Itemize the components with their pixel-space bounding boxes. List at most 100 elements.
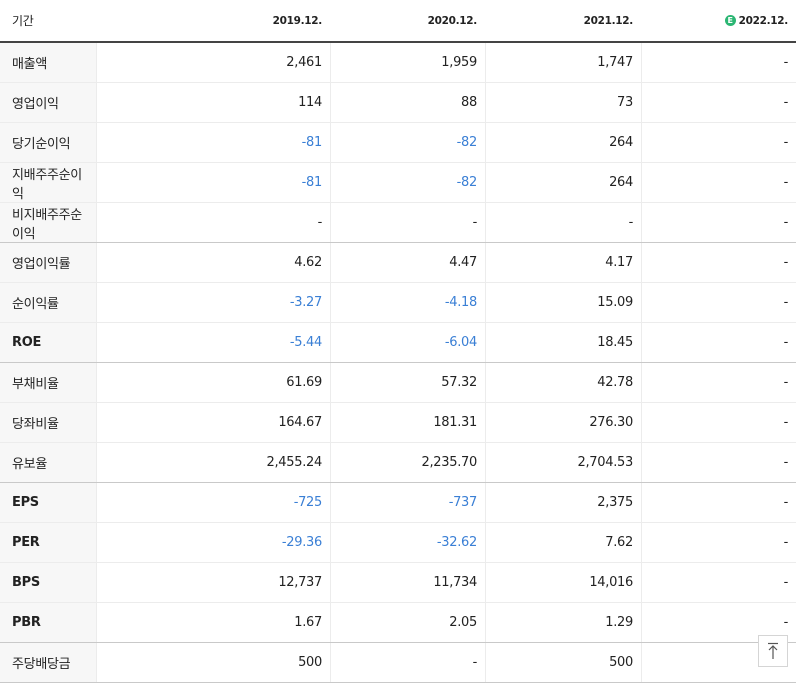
value-cell: -	[641, 363, 796, 402]
data-row: BPS 12,737 11,734 14,016-	[0, 563, 796, 603]
value-cell: -	[485, 203, 641, 242]
value-cell: -	[641, 163, 796, 202]
data-row: 당기순이익 -81 -82 264-	[0, 123, 796, 163]
value-cell: 18.45	[485, 323, 641, 362]
header-cell: 2021.12.	[485, 0, 641, 41]
value-cell: 14,016	[485, 563, 641, 602]
value-cell: 264	[485, 163, 641, 202]
value-cell: -82	[330, 123, 485, 162]
row-label: 영업이익률	[0, 243, 96, 282]
value-cell: -4.18	[330, 283, 485, 322]
value-cell: -	[641, 403, 796, 442]
value-cell: -	[96, 203, 330, 242]
value-cell: 1,747	[485, 43, 641, 82]
value-cell: -81	[96, 163, 330, 202]
data-row: PER -29.36 -32.62 7.62-	[0, 523, 796, 563]
value-cell: -	[641, 243, 796, 282]
row-label: 매출액	[0, 43, 96, 82]
row-label: 유보율	[0, 443, 96, 482]
value-cell: -	[330, 643, 485, 682]
value-cell: 500	[485, 643, 641, 682]
header-row: 기간 2019.12. 2020.12. 2021.12. E 2022.12.	[0, 0, 796, 43]
row-label: 당좌비율	[0, 403, 96, 442]
value-cell: 7.62	[485, 523, 641, 562]
row-label: PBR	[0, 603, 96, 642]
header-cell: E 2022.12.	[641, 0, 796, 41]
row-label: 지배주주순이익	[0, 163, 96, 202]
value-cell: 500	[96, 643, 330, 682]
value-cell: 73	[485, 83, 641, 122]
value-cell: 88	[330, 83, 485, 122]
value-cell: -	[641, 203, 796, 242]
scroll-top-button[interactable]	[758, 635, 788, 667]
value-cell: 1,959	[330, 43, 485, 82]
value-cell: -81	[96, 123, 330, 162]
value-cell: -3.27	[96, 283, 330, 322]
value-cell: -6.04	[330, 323, 485, 362]
data-row: ROE -5.44 -6.04 18.45-	[0, 323, 796, 363]
value-cell: 2.05	[330, 603, 485, 642]
value-cell: -	[641, 563, 796, 602]
data-row: 유보율 2,455.24 2,235.70 2,704.53-	[0, 443, 796, 483]
row-label: 영업이익	[0, 83, 96, 122]
period-label: 2022.12.	[738, 14, 789, 27]
row-label: BPS	[0, 563, 96, 602]
value-cell: 2,375	[485, 483, 641, 522]
value-cell: -	[641, 483, 796, 522]
value-cell: 2,704.53	[485, 443, 641, 482]
value-cell: -737	[330, 483, 485, 522]
data-row: 비지배주주순이익 - - - -	[0, 203, 796, 243]
value-cell: -	[641, 443, 796, 482]
row-label: 주당배당금	[0, 643, 96, 682]
value-cell: -	[641, 323, 796, 362]
value-cell: 2,461	[96, 43, 330, 82]
header-cell: 2020.12.	[330, 0, 485, 41]
value-cell: -5.44	[96, 323, 330, 362]
value-cell: 1.67	[96, 603, 330, 642]
row-label: 부채비율	[0, 363, 96, 402]
value-cell: 4.47	[330, 243, 485, 282]
header-cell: 2019.12.	[96, 0, 330, 41]
data-row: PBR 1.67 2.05 1.29-	[0, 603, 796, 643]
period-label: 2021.12.	[583, 14, 634, 27]
value-cell: 4.62	[96, 243, 330, 282]
value-cell: 1.29	[485, 603, 641, 642]
value-cell: 2,455.24	[96, 443, 330, 482]
row-label: 순이익률	[0, 283, 96, 322]
value-cell: -	[641, 123, 796, 162]
value-cell: 264	[485, 123, 641, 162]
value-cell: 15.09	[485, 283, 641, 322]
row-label: ROE	[0, 323, 96, 362]
data-row: 당좌비율 164.67 181.31 276.30-	[0, 403, 796, 443]
value-cell: -29.36	[96, 523, 330, 562]
row-label: EPS	[0, 483, 96, 522]
value-cell: -82	[330, 163, 485, 202]
row-label: 비지배주주순이익	[0, 203, 96, 242]
data-row: 영업이익 114 88 73-	[0, 83, 796, 123]
row-label: 당기순이익	[0, 123, 96, 162]
data-row: 순이익률 -3.27 -4.18 15.09-	[0, 283, 796, 323]
period-label: 2020.12.	[427, 14, 478, 27]
data-row: 영업이익률 4.62 4.47 4.17-	[0, 243, 796, 283]
value-cell: 61.69	[96, 363, 330, 402]
row-label: PER	[0, 523, 96, 562]
value-cell: -	[641, 283, 796, 322]
data-row: 부채비율 61.69 57.32 42.78-	[0, 363, 796, 403]
value-cell: 4.17	[485, 243, 641, 282]
data-row: 지배주주순이익 -81 -82 264-	[0, 163, 796, 203]
value-cell: -725	[96, 483, 330, 522]
value-cell: -	[641, 83, 796, 122]
value-cell: -	[330, 203, 485, 242]
value-cell: 12,737	[96, 563, 330, 602]
period-label: 2019.12.	[272, 14, 323, 27]
value-cell: -	[641, 523, 796, 562]
value-cell: 57.32	[330, 363, 485, 402]
value-cell: 2,235.70	[330, 443, 485, 482]
value-cell: 276.30	[485, 403, 641, 442]
data-row: 매출액 2,461 1,959 1,747-	[0, 43, 796, 83]
value-cell: 11,734	[330, 563, 485, 602]
